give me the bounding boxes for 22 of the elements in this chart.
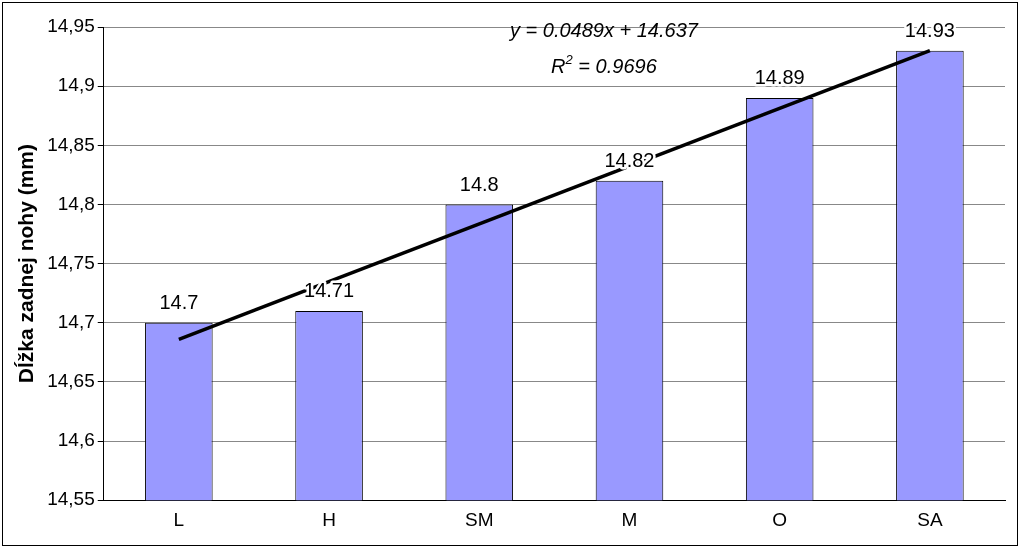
data-label: 14.7	[159, 291, 199, 314]
x-tick-label: SA	[917, 508, 943, 530]
y-axis-title: Dĺžka zadnej nohy (mm)	[14, 144, 38, 384]
x-tick-label: O	[772, 508, 788, 530]
x-tick-label: H	[322, 508, 336, 530]
x-tick-label: M	[621, 508, 638, 530]
x-tick-label: L	[173, 508, 185, 530]
y-tick-label: 14,9	[57, 74, 95, 96]
x-tick-label: SM	[465, 508, 494, 530]
y-tick-label: 14,7	[57, 310, 95, 332]
annotation: y = 0.0489x + 14.637	[507, 19, 699, 41]
data-label: 14.8	[459, 172, 499, 195]
y-tick-label: 14,8	[57, 192, 95, 214]
y-tick-label: 14,95	[47, 15, 95, 37]
y-tick-label: 14,55	[47, 488, 95, 510]
data-label: 14.89	[754, 66, 805, 89]
y-tick-label: 14,6	[57, 429, 95, 451]
data-label: 14.71	[304, 279, 355, 302]
y-tick-label: 14,85	[47, 133, 95, 155]
y-tick-label: 14,65	[47, 370, 95, 392]
data-label: 14.93	[904, 19, 955, 42]
y-tick-label: 14,75	[47, 251, 95, 273]
